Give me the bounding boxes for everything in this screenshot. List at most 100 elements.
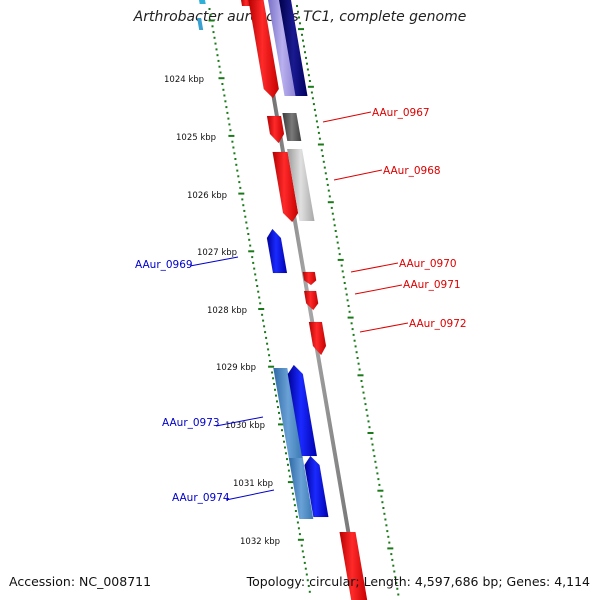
reverse-gene-feature <box>304 455 329 518</box>
minor-tick <box>388 541 391 544</box>
minor-tick <box>262 319 265 322</box>
minor-tick <box>342 276 345 279</box>
reverse-gene-feature <box>288 458 314 519</box>
ruler-label: 1031 kbp <box>233 479 273 489</box>
minor-tick <box>238 181 241 184</box>
major-tick <box>317 143 324 146</box>
major-tick <box>268 365 275 368</box>
major-tick <box>228 134 235 137</box>
minor-tick <box>232 146 235 149</box>
ruler-label: 1027 kbp <box>197 248 237 258</box>
minor-tick <box>305 573 308 576</box>
minor-tick <box>306 68 309 71</box>
minor-tick <box>283 440 285 443</box>
minor-tick <box>237 175 240 178</box>
minor-tick <box>332 218 335 221</box>
minor-tick <box>239 186 242 189</box>
minor-tick <box>316 126 319 129</box>
minor-tick <box>340 264 343 267</box>
major-tick <box>307 85 314 88</box>
minor-tick <box>384 518 387 521</box>
minor-tick <box>245 221 248 224</box>
gene-label: AAur_0968 <box>383 165 441 177</box>
minor-tick <box>303 45 305 48</box>
minor-tick <box>371 443 374 446</box>
ruler-labels: 1024 kbp 1025 kbp 1026 kbp 1027 kbp 1028… <box>164 75 280 547</box>
major-tick <box>238 192 245 195</box>
minor-tick <box>382 507 385 509</box>
minor-tick <box>241 198 244 201</box>
minor-tick <box>351 328 354 331</box>
forward-gene-feature <box>272 151 299 223</box>
minor-tick <box>219 71 222 74</box>
minor-tick <box>311 97 314 100</box>
minor-tick <box>221 83 224 85</box>
reverse-gene-feature <box>199 0 206 4</box>
minor-tick <box>261 313 264 316</box>
minor-tick <box>252 261 255 264</box>
minor-tick <box>278 411 280 414</box>
minor-tick <box>265 336 268 339</box>
minor-tick <box>362 391 365 394</box>
forward-gene-feature <box>303 290 319 311</box>
gene-label: AAur_0969 <box>135 259 193 271</box>
minor-tick <box>211 25 214 28</box>
minor-tick <box>299 22 301 25</box>
minor-tick <box>328 195 331 198</box>
minor-tick <box>392 564 395 567</box>
major-tick <box>357 374 364 377</box>
minor-tick <box>317 131 320 134</box>
minor-tick <box>224 100 227 103</box>
minor-tick <box>322 160 325 163</box>
minor-tick <box>390 553 393 556</box>
minor-tick <box>301 550 304 553</box>
minor-tick <box>297 10 299 13</box>
minor-tick <box>338 253 341 256</box>
minor-tick <box>352 333 355 336</box>
minor-tick <box>313 108 316 111</box>
minor-tick <box>391 558 394 561</box>
minor-tick <box>395 582 398 584</box>
minor-tick <box>348 310 351 313</box>
reverse-gene-feature <box>273 368 303 458</box>
minor-tick <box>321 155 324 157</box>
minor-tick <box>287 469 290 472</box>
ruler-label: 1029 kbp <box>216 363 256 373</box>
forward-gene-feature <box>248 0 280 99</box>
minor-tick <box>308 80 311 82</box>
minor-tick <box>291 492 294 495</box>
minor-tick <box>378 483 381 486</box>
minor-tick <box>320 149 323 152</box>
forward-gene-feature <box>268 0 297 96</box>
major-tick <box>367 432 374 434</box>
minor-tick <box>267 348 270 351</box>
minor-tick <box>209 13 212 16</box>
minor-tick <box>214 42 217 45</box>
minor-tick <box>353 339 356 342</box>
minor-tick <box>248 238 251 241</box>
minor-tick <box>314 114 317 117</box>
tick-marks <box>208 5 400 596</box>
minor-tick <box>307 585 310 587</box>
major-tick <box>278 423 284 426</box>
minor-tick <box>363 397 366 400</box>
minor-tick <box>393 570 396 573</box>
minor-tick <box>357 362 360 365</box>
minor-tick <box>385 524 388 527</box>
minor-tick <box>286 458 288 461</box>
minor-tick <box>355 351 358 354</box>
ruler-label: 1025 kbp <box>176 133 216 143</box>
minor-tick <box>274 388 276 391</box>
gene-label: AAur_0972 <box>409 318 467 330</box>
minor-tick <box>223 94 226 97</box>
ruler-label: 1026 kbp <box>187 191 227 201</box>
minor-tick <box>253 267 256 270</box>
minor-tick <box>213 36 216 39</box>
minor-tick <box>273 383 276 385</box>
minor-tick <box>276 400 278 403</box>
minor-tick <box>259 302 262 305</box>
minor-tick <box>298 16 300 19</box>
minor-tick <box>372 449 375 452</box>
minor-tick <box>294 510 297 512</box>
minor-tick <box>234 158 237 160</box>
